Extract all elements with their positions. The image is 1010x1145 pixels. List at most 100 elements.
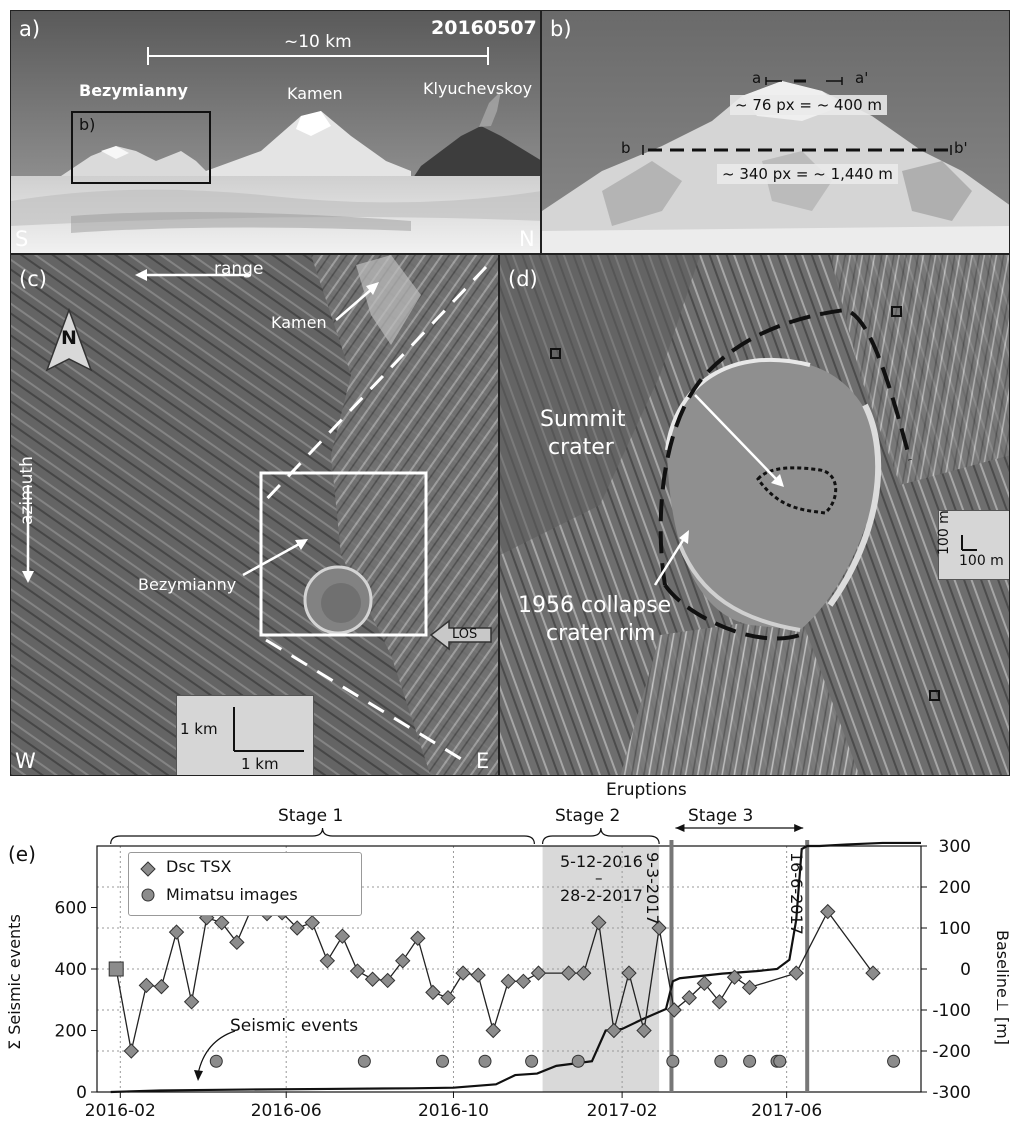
stage-2-brace [541,827,660,845]
a-measure-label: ~ 76 px = ~ 400 m [730,95,888,115]
dsc-tsx-point [470,967,486,983]
dsc-tsx-point [606,1022,622,1039]
mimatsu-point [357,1054,371,1068]
legend-circle-marker [141,888,155,902]
dsc-tsx-point [183,994,200,1010]
panel-b-photo: b) a a' ~ 76 px = ~ 400 m b b' ~ 340 px … [541,10,1010,254]
y-left-tick-label: 400 [55,960,87,980]
panel-a-image [11,11,540,253]
dsc-tsx-point [621,965,637,981]
mimatsu-point [887,1054,901,1068]
dsc-tsx-point [229,934,245,951]
dsc-tsx-point [319,953,336,969]
panel-a-north-label: N [519,227,535,251]
y-right-tick-label: -300 [932,1083,971,1103]
seismic-events-line [110,841,921,1094]
dsc-tsx-point [636,1022,652,1039]
dsc-tsx-point [865,965,881,981]
y-left-tick-label: 600 [55,899,87,919]
stage-3-arrow-left [675,824,685,832]
x-tick-label: 2016-06 [251,1101,322,1121]
y-left-tick-label: 200 [55,1022,87,1042]
y-left-tick-label: 0 [76,1083,87,1103]
mimatsu-point [209,1054,223,1068]
panel-a-scalebar [147,47,489,65]
legend-box [128,852,362,916]
range-label: range [214,259,264,279]
mimatsu-point [478,1054,492,1068]
panel-c-scalebar [233,707,304,752]
y-right-tick-label: -200 [932,1042,971,1062]
panel-a-inset-label: b) [79,115,96,134]
eruption-date-2: 16-6-2017 [787,852,806,935]
legend-diamond-marker [140,861,156,877]
stage-2-label: Stage 2 [555,806,621,826]
panel-c-sar: (c) range azimuth N Kamen Bezymianny LOS… [10,254,499,776]
panel-b-label: b) [550,17,572,41]
dsc-tsx-point [395,953,411,969]
panel-d-scale-box [938,510,1009,580]
dsc-tsx-point [153,978,170,995]
dsc-tsx-point [741,979,758,996]
legend-markers [140,861,156,902]
x-tick-label: 2016-02 [85,1101,156,1121]
dsc-tsx-point [651,920,667,936]
panel-a-date: 20160507 [431,17,537,39]
legend-dsc-tsx: Dsc TSX [166,857,232,876]
panel-b-measure-lines [642,77,952,155]
stage-1-label: Stage 1 [278,806,344,826]
panel-e-label: (e) [8,842,36,866]
dsc-tsx-reference-marker [108,961,124,977]
dsc-tsx-point [304,914,320,931]
mimatsu-point [743,1054,757,1068]
mimatsu-point [571,1054,585,1068]
stage-3-label: Stage 3 [688,806,754,826]
mimatsu-point [436,1054,450,1068]
dsc-tsx-point [379,972,396,989]
panel-d-overlays [550,306,940,701]
dsc-tsx-point [425,984,441,1001]
dsc-tsx-point [123,1043,139,1059]
dsc-tsx-point [515,973,532,990]
dsc-tsx-point [214,914,230,931]
dsc-tsx-point [410,930,426,946]
x-tick-label: 2017-02 [587,1101,658,1121]
dsc-tsx-point [168,924,185,940]
panel-d-label: (d) [508,267,538,291]
dsc-tsx-point [334,928,351,944]
kamen-c-label: Kamen [271,313,327,332]
b-left-label: b [621,139,631,157]
y-right-tick-label: 200 [939,878,971,898]
klyuchevskoy-label: Klyuchevskoy [423,79,533,98]
panel-c-scale-box [176,695,314,775]
panel-c-overlays [22,265,492,767]
north-arrow-label: N [61,327,77,349]
bezymianny-c-label: Bezymianny [138,575,237,594]
dsc-tsx-point [726,969,743,985]
y-right-label: Baseline⊥ [m] [993,930,1010,1045]
panel-c-label: (c) [19,267,47,291]
panel-d-scale-h: 100 m [959,553,1004,569]
dsc-tsx-point [530,965,547,981]
dsc-tsx-point [289,920,305,936]
panel-a-south-label: S [15,227,29,251]
mimatsu-point [773,1054,787,1068]
y-right-tick-label: 300 [939,837,971,857]
seismic-label-arrowhead [194,1070,203,1081]
dsc-tsx-point [696,975,713,992]
dsc-tsx-point [788,965,804,981]
panel-c-scale-h: 1 km [241,755,279,773]
dsc-tsx-point [576,965,592,981]
collapse-rim-label-2: crater rim [546,621,656,646]
bezymianny-label: Bezymianny [79,81,188,100]
dsc-tsx-point [681,989,697,1006]
los-label: LOS [452,627,478,642]
panel-a-inset-box [71,111,211,184]
dsc-tsx-point [560,965,577,981]
stage-2-date-start: 5-12-2016 [560,852,643,871]
panel-a-label: a) [19,17,41,41]
seismic-events-label: Seismic events [230,1016,359,1036]
b-measure-label: ~ 340 px = ~ 1,440 m [717,164,898,184]
dsc-tsx-point [485,1022,501,1039]
